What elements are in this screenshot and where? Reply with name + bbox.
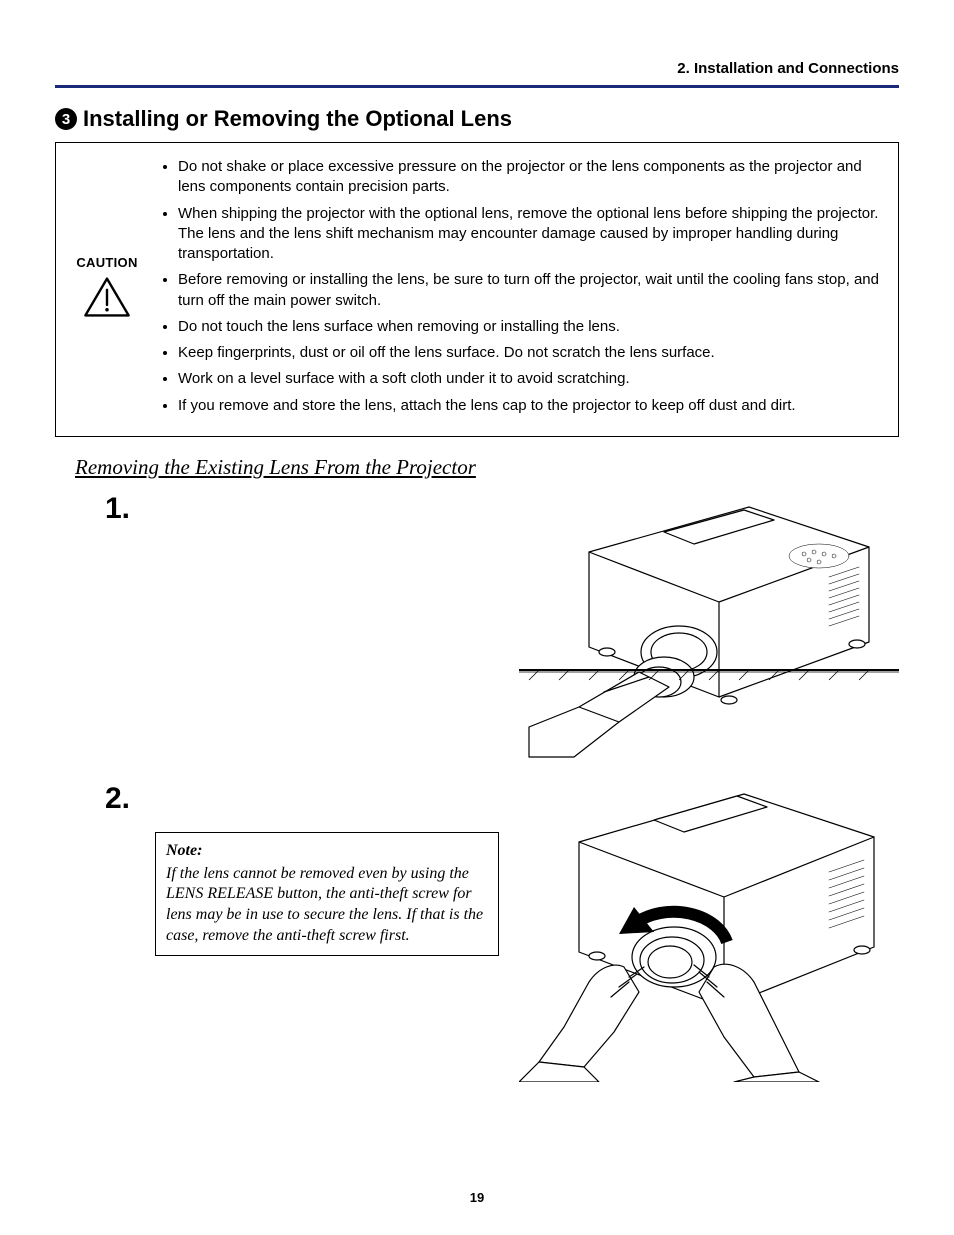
note-body: If the lens cannot be removed even by us…: [166, 864, 488, 947]
caution-item: Work on a level surface with a soft clot…: [178, 369, 880, 389]
step-number: 1.: [105, 492, 155, 526]
subheading-removing-lens: Removing the Existing Lens From the Proj…: [75, 455, 899, 480]
figure-rotate-lens: [519, 782, 899, 1082]
figure-remove-cap: [519, 492, 899, 762]
section-title-text: Installing or Removing the Optional Lens: [83, 106, 512, 132]
header-rule: [55, 85, 899, 88]
caution-item: Do not touch the lens surface when remov…: [178, 317, 880, 337]
step-number: 2.: [105, 782, 155, 816]
chapter-header: 2. Installation and Connections: [55, 60, 899, 77]
caution-item: When shipping the projector with the opt…: [178, 204, 880, 265]
caution-label: CAUTION: [66, 255, 148, 270]
section-title: 3 Installing or Removing the Optional Le…: [55, 106, 899, 132]
page-number: 19: [0, 1190, 954, 1205]
step-text: Note: If the lens cannot be removed even…: [155, 782, 499, 956]
step-1: 1.: [105, 492, 899, 762]
steps-container: 1.: [105, 492, 899, 1082]
section-number-icon: 3: [55, 108, 77, 130]
caution-item: Before removing or installing the lens, …: [178, 270, 880, 311]
caution-item: If you remove and store the lens, attach…: [178, 396, 880, 416]
caution-side: CAUTION: [66, 255, 156, 323]
note-title: Note:: [166, 841, 488, 862]
warning-icon: [66, 276, 148, 323]
caution-item: Do not shake or place excessive pressure…: [178, 157, 880, 198]
caution-item: Keep fingerprints, dust or oil off the l…: [178, 343, 880, 363]
note-box: Note: If the lens cannot be removed even…: [155, 832, 499, 956]
caution-box: CAUTION Do not shake or place excessive …: [55, 142, 899, 437]
step-2: 2. Note: If the lens cannot be removed e…: [105, 782, 899, 1082]
caution-list: Do not shake or place excessive pressure…: [156, 157, 880, 422]
